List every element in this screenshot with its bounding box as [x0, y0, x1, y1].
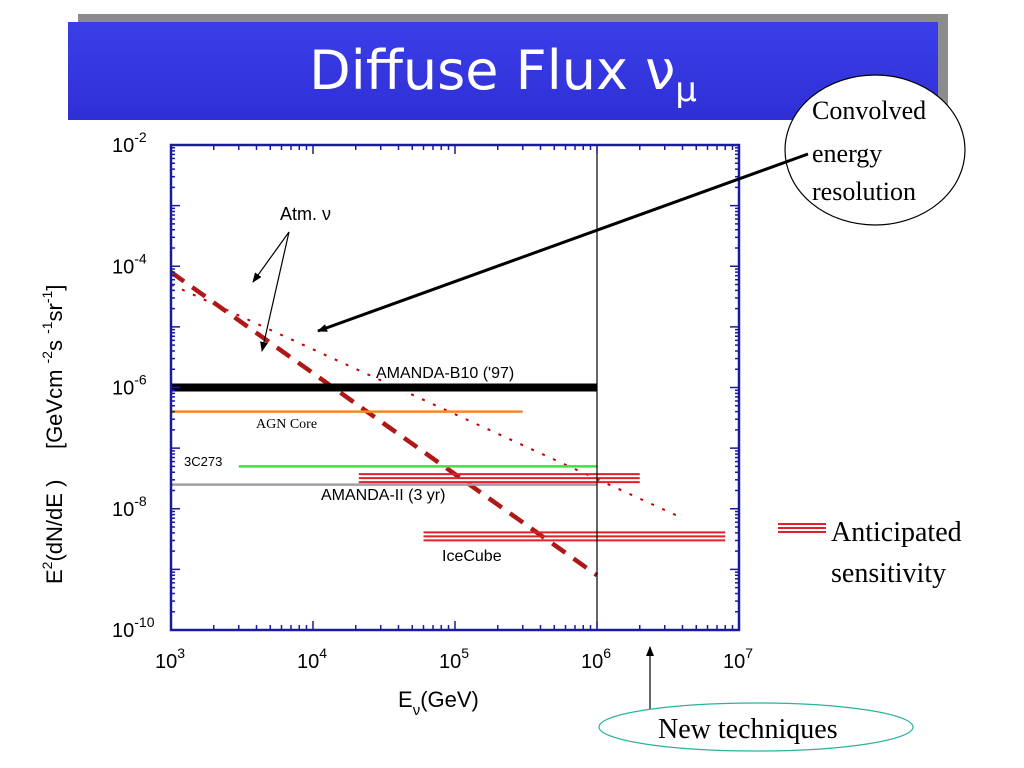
convolved-line-3: resolution	[812, 177, 916, 206]
x-axis-label: Eν(GeV)	[398, 687, 479, 719]
y-tick-label: 10-8	[112, 493, 147, 521]
new-techniques-ellipse	[598, 702, 914, 752]
amanda-b10-label: AMANDA-B10 ('97)	[376, 365, 514, 382]
agn-core-label: AGN Core	[256, 417, 317, 432]
series-icecube-anticipated	[423, 531, 726, 542]
y-label-sup-m1b: -1	[39, 290, 55, 303]
series-amanda-ii-3-yr-anticipated	[358, 473, 640, 484]
3c273-label: 3C273	[184, 454, 222, 469]
y-label-s: s	[42, 334, 67, 351]
convolved-ellipse	[784, 74, 966, 226]
series-atm-dashed	[169, 270, 599, 578]
y-tick-labels: 10-2 10-4 10-6 10-8 10-10	[112, 129, 155, 642]
y-label-dnde: (dN/dE ) [GeVcm	[42, 363, 67, 561]
series-layer	[169, 270, 726, 578]
convolved-line-2: energy	[812, 139, 882, 168]
y-tick-label: 10-4	[112, 250, 147, 278]
x-tick-label: 106	[581, 645, 611, 673]
y-label-bracket: ]	[42, 285, 67, 291]
ticks-layer	[170, 145, 739, 631]
x-tick-label: 105	[439, 645, 469, 673]
x-tick-labels: 103 104 105 106 107	[155, 645, 753, 673]
y-label-sr: sr	[42, 303, 67, 321]
y-label-sup-m1a: -1	[39, 321, 55, 334]
x-tick-label: 107	[723, 645, 753, 673]
x-tick-label: 104	[297, 645, 327, 673]
y-label-e: E	[42, 569, 67, 584]
title-banner	[68, 22, 938, 120]
y-tick-label: 10-6	[112, 372, 147, 400]
y-tick-label: 10-10	[112, 614, 155, 642]
atm-arrow-dotted	[252, 231, 290, 283]
y-label-sup-m2: -2	[39, 351, 55, 364]
slide-title-subscript: μ	[675, 69, 697, 110]
new-techniques-label: New techniques	[658, 714, 838, 745]
y-label-sup-2: 2	[39, 561, 55, 569]
slide-title: Diffuse Flux νμ	[0, 22, 1006, 139]
slide-title-main: Diffuse Flux ν	[309, 39, 676, 102]
atm-arrow-dashed	[260, 231, 290, 352]
anticipated-legend-swatch	[778, 523, 826, 533]
anticipated-line-1: Anticipated	[831, 517, 962, 548]
icecube-label: IceCube	[442, 548, 502, 565]
atm-nu-label: Atm. ν	[280, 204, 331, 224]
convolved-line-1: Convolved	[812, 96, 926, 125]
x-tick-label: 103	[155, 645, 185, 673]
anticipated-line-2: sensitivity	[831, 558, 946, 589]
convolved-arrow	[317, 152, 809, 333]
x-axis-label-main: E	[398, 687, 413, 712]
y-tick-label: 10-2	[112, 129, 147, 157]
x-axis-label-subscript: ν	[413, 702, 421, 719]
amanda-ii-label: AMANDA-II (3 yr)	[321, 487, 445, 504]
x-axis-label-unit: (GeV)	[420, 687, 479, 712]
y-axis-label: E2(dN/dE ) [GeVcm -2s -1sr-1]	[39, 285, 67, 584]
